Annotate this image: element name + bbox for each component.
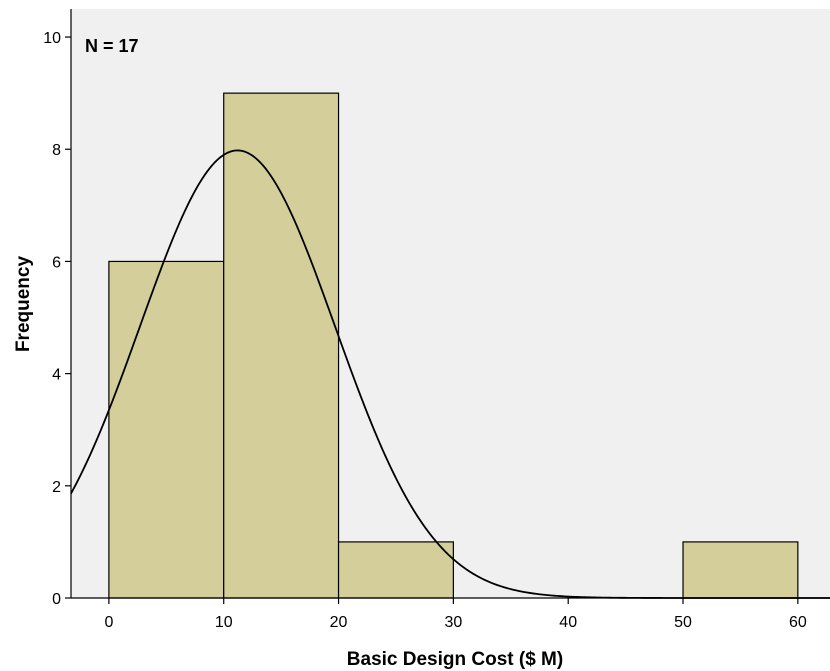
x-axis-ticks: 0 10 20 30 40 50 60 (104, 598, 807, 631)
y-axis-title: Frequency (13, 256, 34, 353)
y-tick-label: 8 (52, 142, 61, 159)
y-tick-label: 6 (52, 254, 61, 271)
y-tick-label: 2 (52, 479, 61, 496)
bar-20-30 (337, 541, 454, 599)
y-tick-label: 0 (52, 591, 61, 608)
x-tick-label: 40 (559, 614, 577, 631)
bar-group (108, 92, 799, 599)
y-axis-ticks: 0 2 4 6 8 10 (43, 30, 71, 608)
x-axis-title: Basic Design Cost ($ M) (347, 649, 563, 670)
y-tick-label: 10 (43, 30, 61, 47)
x-tick-label: 0 (104, 614, 113, 631)
x-tick-label: 20 (330, 614, 348, 631)
bar-10-20 (223, 92, 340, 599)
axes (70, 9, 830, 599)
x-tick-label: 60 (789, 614, 807, 631)
x-tick-label: 10 (215, 614, 233, 631)
bar-0-10 (108, 260, 225, 599)
bar-50-60 (682, 541, 799, 599)
x-tick-label: 50 (674, 614, 692, 631)
sample-size-annotation: N = 17 (85, 36, 139, 56)
x-tick-label: 30 (444, 614, 462, 631)
y-tick-label: 4 (52, 367, 61, 384)
